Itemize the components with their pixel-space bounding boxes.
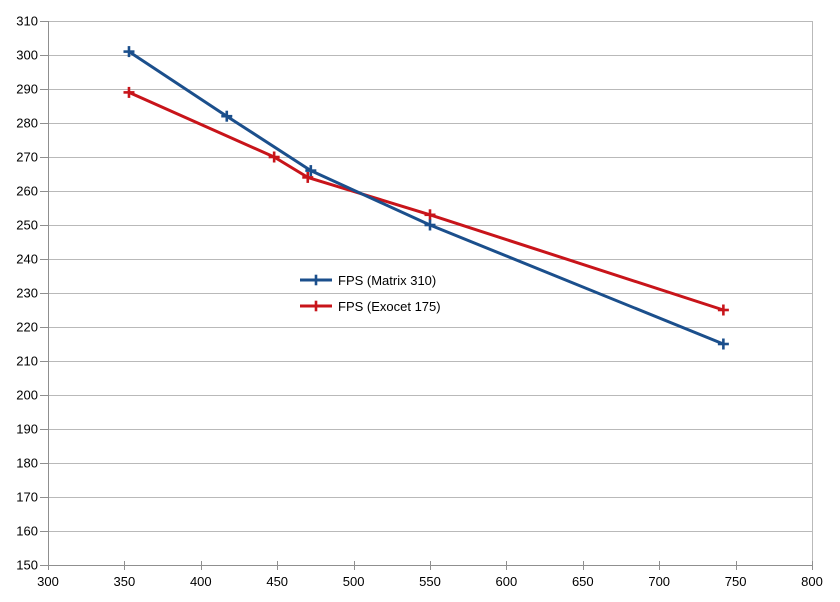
svg-text:700: 700 [648,574,670,589]
svg-text:350: 350 [114,574,136,589]
svg-text:650: 650 [572,574,594,589]
svg-text:250: 250 [16,218,38,233]
svg-text:300: 300 [16,48,38,63]
svg-text:180: 180 [16,456,38,471]
svg-text:210: 210 [16,354,38,369]
svg-text:280: 280 [16,116,38,131]
legend-label-matrix-310: FPS (Matrix 310) [338,272,437,288]
svg-text:220: 220 [16,320,38,335]
svg-text:500: 500 [343,574,365,589]
svg-text:750: 750 [725,574,747,589]
svg-text:300: 300 [37,574,59,589]
svg-text:270: 270 [16,150,38,165]
legend-item-matrix-310: FPS (Matrix 310) [299,267,441,293]
svg-text:450: 450 [266,574,288,589]
y-axis-tick-labels: 150 160 170 180 190 200 210 220 230 240 250 260 270 2… [16,14,38,573]
svg-text:260: 260 [16,184,38,199]
svg-text:600: 600 [496,574,518,589]
series-1 [123,86,729,316]
legend-label-exocet-175: FPS (Exocet 175) [338,298,441,314]
svg-text:230: 230 [16,286,38,301]
svg-text:170: 170 [16,490,38,505]
svg-text:400: 400 [190,574,212,589]
chart-legend: FPS (Matrix 310) FPS (Exocet 175) [299,267,441,319]
svg-text:240: 240 [16,252,38,267]
legend-line-sample-icon [300,274,332,286]
svg-text:310: 310 [16,14,38,29]
gridlines [48,21,813,565]
tick-marks [40,21,813,570]
legend-line-sample-icon [300,300,332,312]
svg-text:150: 150 [16,558,38,573]
svg-text:190: 190 [16,422,38,437]
series-0 [123,46,729,350]
svg-text:550: 550 [419,574,441,589]
legend-item-exocet-175: FPS (Exocet 175) [299,293,441,319]
svg-text:800: 800 [801,574,823,589]
svg-text:160: 160 [16,524,38,539]
svg-text:200: 200 [16,388,38,403]
x-axis-tick-labels: 300 350 400 450 500 550 600 650 700 750 800 [37,574,823,589]
axes [40,21,812,570]
svg-text:290: 290 [16,82,38,97]
